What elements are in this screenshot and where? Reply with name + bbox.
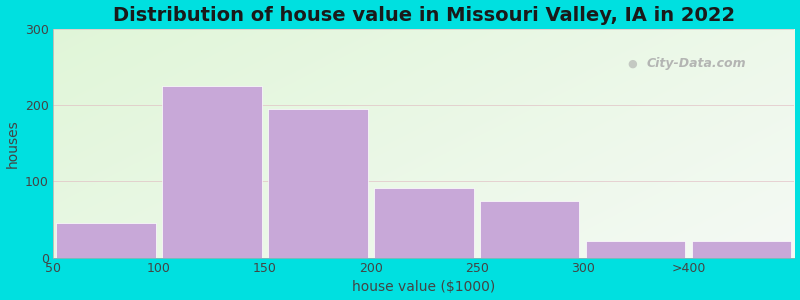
Title: Distribution of house value in Missouri Valley, IA in 2022: Distribution of house value in Missouri … <box>113 6 735 25</box>
Bar <box>374 188 474 258</box>
Text: City-Data.com: City-Data.com <box>646 57 746 70</box>
Bar <box>268 109 368 258</box>
Bar <box>162 86 262 258</box>
Bar <box>56 224 156 258</box>
X-axis label: house value ($1000): house value ($1000) <box>352 280 495 294</box>
Bar <box>586 241 686 258</box>
Bar <box>692 241 791 258</box>
Text: ●: ● <box>628 58 638 68</box>
Bar <box>480 200 579 258</box>
Y-axis label: houses: houses <box>6 119 19 168</box>
